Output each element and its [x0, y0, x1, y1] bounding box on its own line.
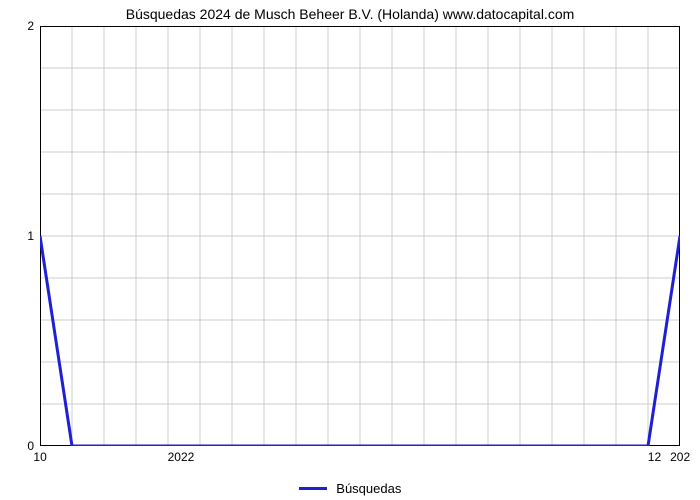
chart-container: Búsquedas 2024 de Musch Beheer B.V. (Hol… [0, 0, 700, 500]
x-tick-label: 12 [648, 450, 661, 464]
legend-swatch [299, 487, 327, 490]
legend: Búsquedas [0, 480, 700, 496]
x-tick-label: 2022 [168, 450, 195, 464]
plot-svg [40, 26, 680, 446]
x-tick-label: 202 [670, 450, 690, 464]
legend-label: Búsquedas [336, 481, 401, 496]
y-tick-label: 1 [27, 229, 34, 243]
y-tick-label: 2 [27, 19, 34, 33]
x-tick-label: 10 [33, 450, 46, 464]
plot-area [40, 26, 680, 446]
chart-title: Búsquedas 2024 de Musch Beheer B.V. (Hol… [0, 6, 700, 22]
